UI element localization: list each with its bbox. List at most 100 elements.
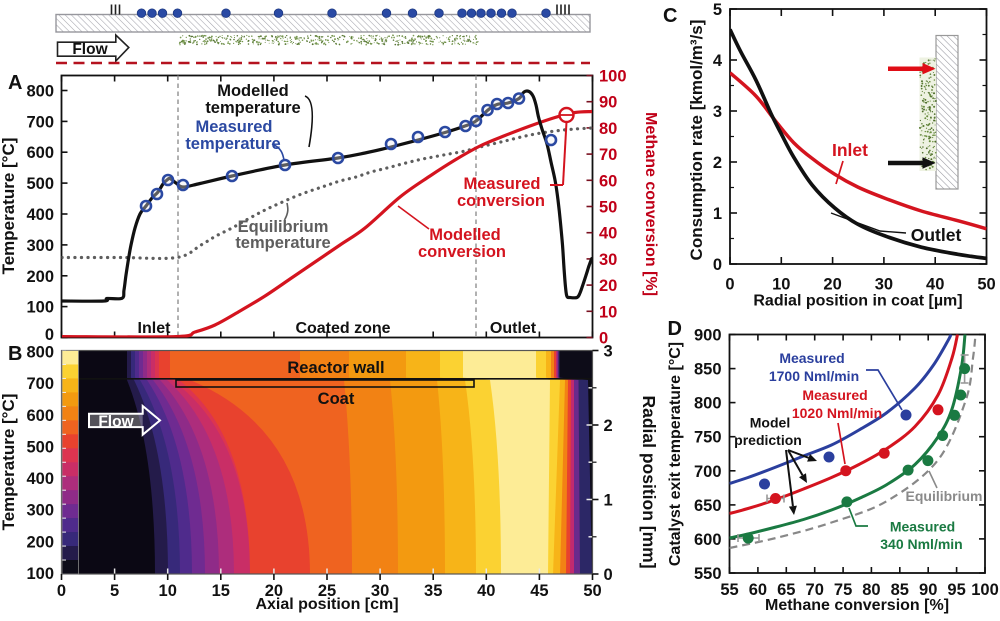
svg-text:temperature: temperature (235, 234, 330, 252)
svg-text:0: 0 (604, 566, 613, 584)
svg-text:800: 800 (694, 395, 722, 413)
svg-text:100: 100 (599, 68, 627, 86)
svg-text:Temperature [°C]: Temperature [°C] (0, 394, 18, 531)
svg-text:Coated zone: Coated zone (295, 320, 390, 337)
svg-text:55: 55 (720, 581, 738, 599)
svg-text:Inlet: Inlet (138, 320, 172, 337)
svg-text:Reactor wall: Reactor wall (287, 359, 384, 377)
svg-text:1700 Nml/min: 1700 Nml/min (769, 368, 859, 384)
svg-text:700: 700 (26, 113, 54, 131)
svg-text:800: 800 (26, 344, 54, 362)
svg-text:temperature: temperature (185, 135, 280, 153)
svg-text:D: D (668, 318, 682, 340)
svg-text:95: 95 (947, 581, 965, 599)
svg-text:2: 2 (604, 417, 613, 435)
svg-text:Flow: Flow (72, 41, 108, 58)
svg-text:60: 60 (749, 581, 767, 599)
svg-text:Consumption rate [kmol/m³/s]: Consumption rate [kmol/m³/s] (687, 20, 706, 261)
svg-text:Equilibrium: Equilibrium (238, 218, 329, 236)
svg-text:B: B (8, 343, 22, 365)
svg-text:1: 1 (713, 205, 722, 223)
svg-text:Equilibrium: Equilibrium (906, 488, 983, 504)
svg-text:340 Nml/min: 340 Nml/min (880, 536, 962, 552)
svg-text:700: 700 (26, 375, 54, 393)
svg-text:Outlet: Outlet (911, 225, 962, 245)
svg-text:100: 100 (971, 581, 999, 599)
svg-text:50: 50 (583, 582, 601, 600)
svg-text:5: 5 (713, 1, 722, 19)
svg-text:Measured: Measured (890, 519, 955, 535)
svg-text:20: 20 (599, 277, 617, 295)
svg-text:Measured: Measured (802, 387, 867, 403)
svg-text:conversion: conversion (418, 243, 506, 261)
svg-text:65: 65 (777, 581, 795, 599)
svg-text:temperature: temperature (205, 99, 300, 117)
svg-text:200: 200 (26, 268, 54, 286)
svg-text:0: 0 (45, 326, 54, 344)
svg-text:70: 70 (599, 146, 617, 164)
svg-text:prediction: prediction (734, 432, 802, 448)
svg-text:300: 300 (26, 502, 54, 520)
svg-text:900: 900 (694, 327, 722, 345)
svg-text:3: 3 (604, 343, 613, 361)
svg-text:100: 100 (26, 299, 54, 317)
svg-text:80: 80 (599, 120, 617, 138)
svg-text:20: 20 (823, 276, 841, 294)
svg-text:A: A (8, 72, 22, 94)
svg-text:10: 10 (772, 276, 790, 294)
svg-text:Temperature [°C]: Temperature [°C] (0, 138, 18, 275)
svg-text:70: 70 (806, 581, 824, 599)
svg-text:Axial position [cm]: Axial position [cm] (255, 596, 398, 613)
svg-text:700: 700 (694, 463, 722, 481)
svg-text:Measured: Measured (195, 118, 272, 136)
svg-text:Coat: Coat (318, 390, 355, 408)
svg-text:2: 2 (713, 154, 722, 172)
svg-text:Catalyst exit temperature [°C]: Catalyst exit temperature [°C] (667, 342, 684, 566)
svg-text:Measured: Measured (463, 175, 540, 193)
svg-text:Inlet: Inlet (832, 140, 868, 160)
svg-text:75: 75 (834, 581, 852, 599)
svg-text:4: 4 (713, 52, 723, 70)
svg-text:1: 1 (604, 492, 613, 510)
svg-text:Measured: Measured (779, 350, 844, 366)
svg-text:conversion: conversion (457, 192, 545, 210)
svg-text:Methane conversion [%]: Methane conversion [%] (642, 112, 659, 296)
svg-text:650: 650 (694, 497, 722, 515)
svg-text:500: 500 (26, 438, 54, 456)
svg-text:30: 30 (875, 276, 893, 294)
svg-text:85: 85 (891, 581, 909, 599)
svg-text:300: 300 (26, 237, 54, 255)
svg-text:80: 80 (862, 581, 880, 599)
svg-text:600: 600 (694, 531, 722, 549)
svg-text:500: 500 (26, 175, 54, 193)
svg-text:3: 3 (713, 103, 722, 121)
svg-text:Radial position in coat [µm]: Radial position in coat [µm] (753, 293, 962, 310)
svg-text:400: 400 (26, 206, 54, 224)
svg-text:600: 600 (26, 144, 54, 162)
svg-text:600: 600 (26, 407, 54, 425)
svg-text:30: 30 (371, 582, 389, 600)
svg-text:Outlet: Outlet (490, 320, 537, 337)
svg-text:50: 50 (977, 276, 995, 294)
svg-text:100: 100 (26, 565, 54, 583)
svg-text:40: 40 (477, 582, 495, 600)
svg-text:25: 25 (318, 582, 336, 600)
svg-text:550: 550 (694, 565, 722, 583)
svg-text:0: 0 (725, 276, 734, 294)
svg-text:Radial position [mm]: Radial position [mm] (639, 395, 659, 568)
svg-text:45: 45 (530, 582, 548, 600)
svg-text:40: 40 (599, 225, 617, 243)
svg-text:200: 200 (26, 533, 54, 551)
svg-text:10: 10 (599, 303, 617, 321)
svg-text:20: 20 (265, 582, 283, 600)
svg-text:0: 0 (713, 256, 722, 274)
svg-text:90: 90 (919, 581, 937, 599)
svg-text:90: 90 (599, 94, 617, 112)
svg-text:Modelled: Modelled (217, 82, 289, 100)
svg-text:850: 850 (694, 361, 722, 379)
svg-text:Methane conversion [%]: Methane conversion [%] (765, 597, 949, 614)
svg-text:15: 15 (212, 582, 230, 600)
svg-text:1020 Nml/min: 1020 Nml/min (792, 405, 882, 421)
svg-text:40: 40 (926, 276, 944, 294)
svg-text:5: 5 (110, 582, 119, 600)
